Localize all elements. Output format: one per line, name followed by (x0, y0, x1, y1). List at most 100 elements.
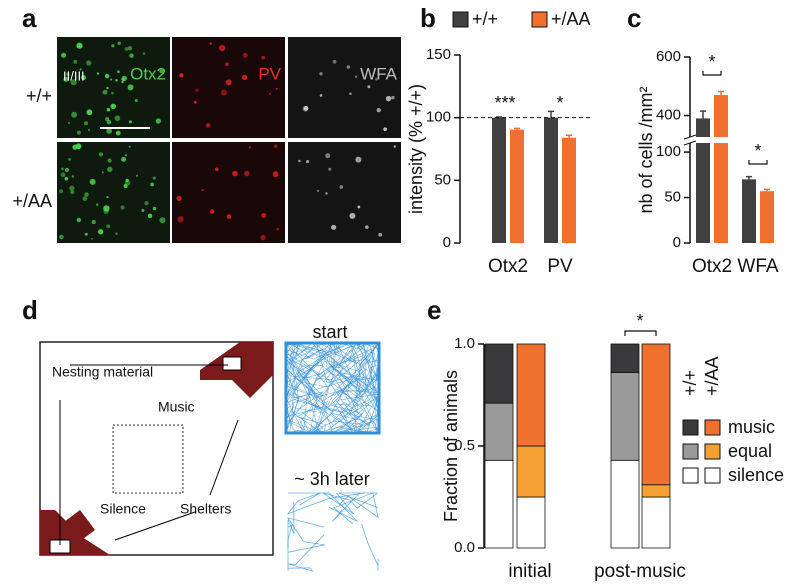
cell (86, 60, 92, 66)
bar (760, 191, 774, 243)
cell (152, 206, 157, 211)
cell (107, 158, 112, 163)
bar (742, 179, 756, 243)
cell (305, 159, 310, 164)
track-path (313, 342, 380, 399)
cell (63, 76, 69, 82)
cell (110, 103, 116, 110)
cell (261, 212, 267, 218)
cell (268, 92, 272, 96)
significance: * (708, 52, 715, 72)
cell (124, 180, 131, 186)
cell (72, 144, 78, 150)
cell (111, 44, 115, 48)
cell (215, 167, 219, 171)
y-tick-label: 0.0 (454, 539, 475, 556)
cell (193, 100, 197, 104)
panel-label: b (420, 3, 436, 33)
legend-swatch (682, 443, 699, 460)
stack-segment (516, 496, 546, 549)
cell (121, 156, 127, 162)
cell (98, 152, 104, 157)
cell (106, 224, 111, 229)
significance: * (754, 141, 761, 161)
panel-label: e (427, 295, 441, 325)
cell (117, 70, 120, 74)
cell (77, 43, 80, 46)
track-border (284, 341, 381, 435)
panel-label: a (22, 3, 37, 33)
track-path (326, 341, 380, 414)
cell (205, 123, 211, 128)
cell (121, 80, 124, 84)
legend-label: music (728, 417, 775, 437)
cell (114, 115, 121, 122)
legend-header: +/AA (702, 356, 722, 396)
row-label: +/AA (12, 191, 52, 211)
track-label: start (312, 322, 347, 342)
cell (376, 107, 381, 113)
error-bar (718, 90, 724, 96)
cell (261, 55, 265, 60)
cell (155, 118, 161, 124)
arena-diagram (39, 341, 274, 556)
legend-label: equal (728, 441, 772, 461)
cell (111, 91, 114, 95)
y-tick-label: 0.5 (454, 437, 475, 454)
cell (82, 196, 88, 201)
legend-label: +/AA (551, 9, 591, 29)
x-tick-label: PV (547, 256, 573, 277)
micrograph-bg (57, 142, 170, 243)
cell (70, 190, 75, 195)
cell (275, 87, 278, 90)
cell (96, 203, 99, 206)
micrograph-bg (172, 142, 285, 243)
significance-bracket (748, 160, 768, 165)
diagram-label: Music (158, 399, 195, 415)
micrograph (288, 142, 401, 243)
stack-segment (516, 445, 546, 498)
cell (96, 72, 100, 75)
stack-segment (484, 343, 514, 404)
stack-segment (610, 343, 640, 373)
significance-bracket (624, 330, 657, 336)
track-path (361, 523, 379, 571)
cell (225, 62, 229, 67)
micrograph-bg (57, 37, 170, 138)
stack-segment (484, 459, 514, 549)
error-bar (566, 134, 572, 138)
diagram-label: Silence (100, 501, 146, 517)
y-axis-label: intensity (% +/+) (406, 84, 426, 214)
x-tick-label: initial (508, 561, 551, 582)
cell (84, 232, 88, 236)
x-tick-label: WFA (737, 256, 778, 277)
legend-label: silence (728, 465, 784, 485)
legend-swatch (452, 11, 469, 28)
panel-label: d (22, 295, 38, 325)
cell (120, 205, 125, 210)
layer-label: II/III (63, 68, 85, 83)
cell (127, 46, 133, 51)
cell (274, 144, 278, 148)
cell (272, 171, 279, 178)
channel-label: Otx2 (130, 64, 166, 83)
cell (124, 154, 128, 157)
channel-label: WFA (360, 64, 397, 83)
bar (510, 129, 524, 243)
cell (101, 171, 104, 174)
cell (242, 52, 248, 58)
cell (152, 176, 156, 180)
micrograph (288, 37, 401, 138)
y-tick-label: 50 (664, 189, 681, 206)
cell (67, 121, 71, 125)
cell (105, 116, 110, 121)
cell (127, 84, 134, 91)
cell (383, 127, 387, 132)
cell (232, 170, 238, 177)
channel-label: PV (258, 64, 281, 83)
cell (319, 94, 323, 97)
cell (64, 167, 70, 172)
cell (103, 208, 109, 214)
y-tick-label: 0 (443, 234, 451, 251)
cell (201, 188, 204, 192)
